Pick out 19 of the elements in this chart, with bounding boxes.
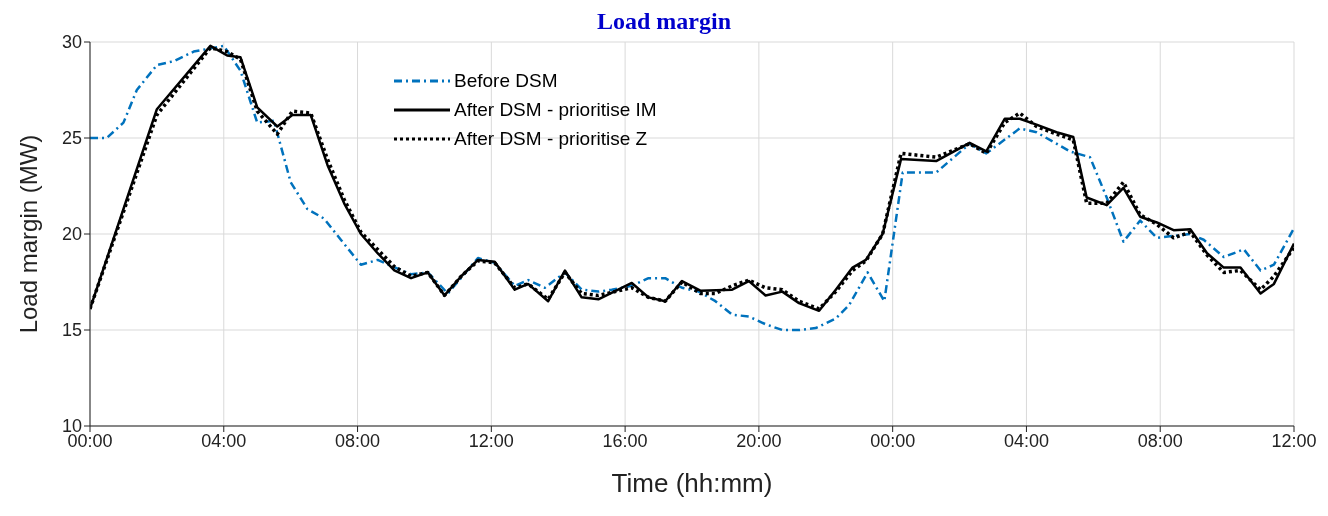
y-tick-label: 20 [61,224,82,245]
legend-label: After DSM - prioritise IM [454,98,657,121]
x-tick-label: 12:00 [468,430,514,451]
x-axis-title: Time (hh:mm) [611,468,773,498]
y-tick-label: 30 [61,32,82,53]
legend-label: After DSM - prioritise Z [454,127,648,150]
x-tick-label: 20:00 [736,430,782,451]
legend-label: Before DSM [454,69,558,92]
chart-title: Load margin [596,8,731,34]
x-tick-label: 00:00 [870,430,916,451]
y-tick-label: 15 [61,320,82,341]
x-tick-label: 04:00 [201,430,247,451]
y-axis-title: Load margin (MW) [14,134,42,334]
x-tick-label: 08:00 [335,430,381,451]
x-tick-label: 12:00 [1271,430,1317,451]
y-tick-label: 25 [61,128,82,149]
x-tick-label: 16:00 [602,430,648,451]
x-tick-label: 04:00 [1003,430,1049,451]
x-tick-label: 08:00 [1137,430,1183,451]
